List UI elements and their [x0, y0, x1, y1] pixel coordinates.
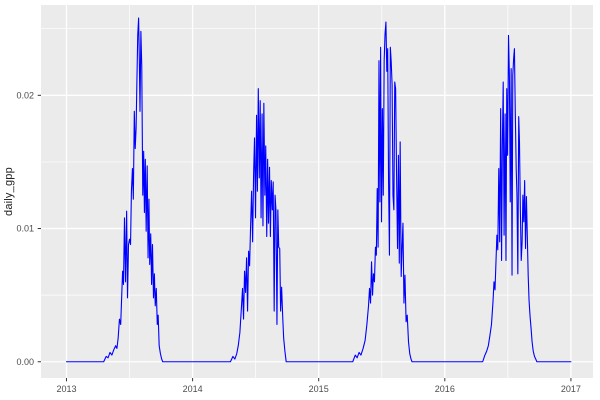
axis-tick-labels: 2013 2014 2015 2016 2017 0.00 0.01 0.02: [16, 91, 580, 394]
x-tick-label: 2014: [183, 384, 203, 394]
y-tick-label: 0.00: [16, 357, 34, 367]
major-gridlines: [41, 5, 593, 378]
x-tick-label: 2016: [435, 384, 455, 394]
y-tick-label: 0.02: [16, 91, 34, 101]
x-tick-label: 2013: [56, 384, 76, 394]
x-tick-label: 2015: [309, 384, 329, 394]
axis-tick-marks: [37, 94, 572, 382]
gpp-line-series: [65, 17, 572, 363]
x-tick-label: 2017: [561, 384, 581, 394]
y-tick-label: 0.01: [16, 224, 34, 234]
